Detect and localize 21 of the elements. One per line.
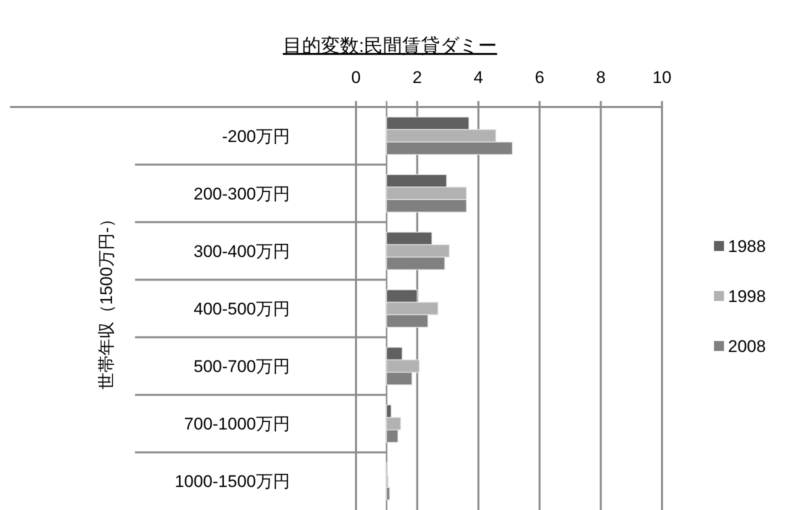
y-tick-label: 700-1000万円 (184, 414, 290, 434)
y-axis-title: 世帯年収（1500万円-） (97, 210, 116, 390)
legend-item: 2008 (714, 337, 766, 356)
y-tick-label: -200万円 (222, 126, 290, 146)
x-tick-label: 10 (652, 68, 672, 87)
x-tick-label: 6 (534, 68, 544, 87)
legend-label: 1988 (728, 237, 766, 256)
x-tick-label: 4 (474, 68, 484, 87)
legend-item: 1988 (714, 237, 766, 256)
y-tick-label: 200-300万円 (194, 184, 290, 204)
y-tick-label: 400-500万円 (194, 300, 290, 318)
x-tick-label: 8 (596, 68, 606, 87)
legend-item: 1998 (714, 287, 766, 306)
chart-title: 目的変数:民間賃貸ダミー (282, 35, 498, 57)
x-tick-label: 0 (351, 68, 361, 87)
y-tick-label: 500-700万円 (194, 357, 290, 376)
legend-label: 1998 (728, 287, 766, 306)
y-tick-label: 1000-1500万円 (174, 472, 290, 492)
x-tick-label: 2 (412, 68, 422, 87)
y-tick-label: 300-400万円 (194, 242, 290, 261)
legend-label: 2008 (728, 337, 766, 356)
